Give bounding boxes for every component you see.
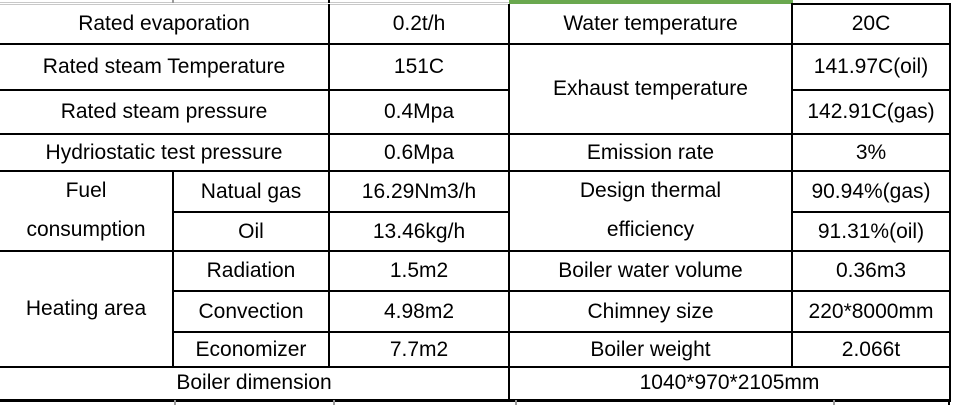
table-row: Boiler dimension 1040*970*2105mm	[0, 366, 951, 402]
gridline-stub	[833, 400, 835, 405]
table-row: Convection 4.98m2 Chimney size 220*8000m…	[0, 290, 951, 333]
cell-exhaust-temperature-gas-value[interactable]: 142.91C(gas)	[791, 89, 951, 135]
cell-hydriostatic-test-pressure-label[interactable]: Hydriostatic test pressure	[0, 133, 330, 172]
cell-rated-evaporation-label[interactable]: Rated evaporation	[0, 3, 330, 45]
table-row: Rated steam pressure 0.4Mpa 142.91C(gas)	[0, 89, 951, 135]
table-row: Oil 13.46kg/h 91.31%(oil)	[0, 211, 951, 252]
table-row: Hydriostatic test pressure 0.6Mpa Emissi…	[0, 133, 951, 172]
table-row: Fuel consumption Natual gas 16.29Nm3/h D…	[0, 170, 951, 252]
cell-boiler-dimension-value[interactable]: 1040*970*2105mm	[508, 366, 951, 402]
cell-exhaust-temperature-label[interactable]: Exhaust temperature	[508, 43, 793, 135]
cell-economizer-value[interactable]: 7.7m2	[328, 331, 510, 368]
green-accent-bar	[509, 0, 793, 4]
cell-chimney-size-label[interactable]: Chimney size	[508, 290, 793, 333]
cell-rated-steam-temperature-value[interactable]: 151C	[328, 43, 510, 91]
gridline-stub	[948, 400, 950, 405]
cell-emission-rate-value[interactable]: 3%	[791, 133, 951, 172]
cell-hydriostatic-test-pressure-value[interactable]: 0.6Mpa	[328, 133, 510, 172]
cell-water-temperature-value[interactable]: 20C	[791, 3, 951, 45]
cell-radiation-label[interactable]: Radiation	[172, 250, 330, 292]
gridline-stub	[172, 0, 174, 3]
cell-boiler-weight-label[interactable]: Boiler weight	[508, 331, 793, 368]
cell-fuel-consumption-label[interactable]: Fuel consumption	[0, 170, 174, 252]
spec-table: Rated evaporation 0.2t/h Water temperatu…	[0, 3, 951, 402]
cell-radiation-value[interactable]: 1.5m2	[328, 250, 510, 292]
top-gridline	[0, 2, 510, 3]
table-row: Rated evaporation 0.2t/h Water temperatu…	[0, 3, 951, 45]
table-row: Heating area Radiation 1.5m2 Boiler wate…	[0, 250, 951, 368]
cell-water-temperature-label[interactable]: Water temperature	[508, 4, 793, 45]
cell-design-thermal-efficiency-label[interactable]: Design thermal efficiency	[508, 170, 793, 252]
cell-exhaust-temperature-oil-value[interactable]: 141.97C(oil)	[791, 43, 951, 91]
gridline-stub	[328, 0, 330, 3]
cell-design-thermal-efficiency-oil-value[interactable]: 91.31%(oil)	[791, 211, 951, 252]
gridline-stub	[515, 400, 517, 405]
cell-rated-evaporation-value[interactable]: 0.2t/h	[328, 3, 510, 45]
cell-heating-area-label[interactable]: Heating area	[0, 250, 174, 368]
cell-boiler-water-volume-value[interactable]: 0.36m3	[791, 250, 951, 292]
table-row: Rated steam Temperature 151C Exhaust tem…	[0, 43, 951, 135]
gridline-stub	[333, 400, 335, 405]
table-row: Economizer 7.7m2 Boiler weight 2.066t	[0, 331, 951, 368]
cell-rated-steam-pressure-label[interactable]: Rated steam pressure	[0, 89, 330, 135]
cell-rated-steam-pressure-value[interactable]: 0.4Mpa	[328, 89, 510, 135]
cell-natual-gas-value[interactable]: 16.29Nm3/h	[328, 170, 510, 213]
cell-boiler-weight-value[interactable]: 2.066t	[791, 331, 951, 368]
cell-emission-rate-label[interactable]: Emission rate	[508, 133, 793, 172]
cell-convection-value[interactable]: 4.98m2	[328, 290, 510, 333]
cell-design-thermal-efficiency-gas-value[interactable]: 90.94%(gas)	[791, 170, 951, 213]
cell-convection-label[interactable]: Convection	[172, 290, 330, 333]
cell-boiler-dimension-label[interactable]: Boiler dimension	[0, 366, 510, 402]
cell-chimney-size-value[interactable]: 220*8000mm	[791, 290, 951, 333]
cell-oil-value[interactable]: 13.46kg/h	[328, 211, 510, 252]
cell-natual-gas-label[interactable]: Natual gas	[172, 170, 330, 213]
cell-boiler-water-volume-label[interactable]: Boiler water volume	[508, 250, 793, 292]
cell-rated-steam-temperature-label[interactable]: Rated steam Temperature	[0, 43, 330, 91]
cell-economizer-label[interactable]: Economizer	[172, 331, 330, 368]
gridline-stub	[174, 400, 176, 405]
cell-oil-label[interactable]: Oil	[172, 211, 330, 252]
